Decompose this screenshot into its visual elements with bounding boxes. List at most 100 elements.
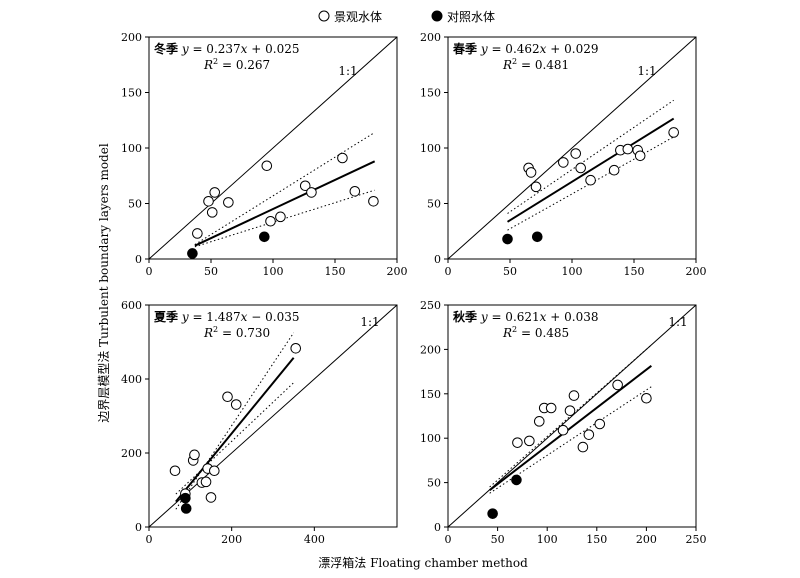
landscape-point (583, 429, 595, 440)
r2-symbol: R (502, 326, 512, 340)
eq-intercept: + 0.038 (546, 310, 598, 324)
x-tick-label: 200 (636, 533, 657, 546)
y-tick-label: 100 (420, 432, 441, 445)
r-squared-text: R2 = 0.485 (502, 325, 569, 340)
landscape-point (290, 342, 302, 354)
landscape-point (169, 465, 181, 477)
landscape-point (558, 157, 569, 168)
eq-slope: = 0.462 (488, 42, 540, 56)
r2-superscript: 2 (213, 57, 218, 66)
eq-slope: = 0.621 (488, 310, 540, 324)
control-point (180, 503, 192, 514)
landscape-point (205, 492, 217, 503)
landscape-point (525, 167, 537, 178)
landscape-point (622, 143, 634, 155)
y-tick-label: 50 (128, 198, 142, 211)
control-point (259, 231, 270, 243)
one-to-one-label: 1:1 (338, 64, 357, 78)
legend-label-control: 对照水体 (447, 10, 495, 24)
landscape-point (564, 405, 576, 416)
panel-summer: 0 200 400 0 200 400 600 1:1 夏季 y = 1.487x − 0.03… (121, 299, 398, 546)
eq-x: x (241, 310, 248, 324)
r2-value: = 0.481 (517, 58, 569, 72)
y-tick-label: 0 (434, 521, 441, 534)
landscape-point (223, 197, 234, 208)
landscape-point (568, 390, 580, 401)
eq-x: x (540, 42, 547, 56)
eq-y: y (181, 42, 189, 56)
x-tick-label: 150 (586, 533, 607, 546)
landscape-point (206, 207, 218, 218)
legend: 景观水体 对照水体 (318, 10, 495, 24)
control-point (502, 233, 513, 245)
plot-frame (148, 304, 398, 528)
y-axis-title: 边界层模型法 Turbulent boundary layers model (97, 143, 111, 422)
x-tick-label: 150 (325, 265, 346, 278)
one-to-one-line (148, 304, 398, 528)
panel-autumn: 0 50 100 150 200 250 0 50 100 150 200 250 1:1 秋季 y = … (420, 299, 707, 546)
landscape-point (275, 211, 286, 223)
eq-slope: = 0.237 (189, 42, 241, 56)
x-tick-label: 250 (686, 533, 707, 546)
x-tick-label: 50 (503, 265, 517, 278)
legend-marker-open (318, 10, 330, 22)
regression-fit-line (489, 365, 652, 491)
x-tick-label: 50 (491, 533, 505, 546)
y-tick-label: 0 (135, 521, 142, 534)
confidence-upper-line (507, 99, 674, 214)
season-label: 秋季 (453, 309, 478, 324)
y-tick-label: 100 (121, 142, 142, 155)
y-tick-label: 150 (121, 87, 142, 100)
confidence-lower-line (194, 189, 375, 248)
landscape-point (306, 187, 317, 198)
landscape-point (533, 416, 545, 427)
landscape-point (608, 164, 620, 176)
confidence-upper-line (175, 332, 295, 510)
r2-symbol: R (502, 58, 512, 72)
confidence-upper-line (194, 132, 375, 245)
equation-text: 夏季 y = 1.487x − 0.035 (154, 309, 300, 324)
landscape-point (200, 476, 212, 488)
y-tick-label: 600 (121, 299, 142, 312)
landscape-point (222, 391, 233, 403)
y-tick-label: 200 (420, 343, 441, 356)
y-tick-label: 0 (135, 253, 142, 266)
eq-y: y (181, 310, 189, 324)
x-tick-label: 0 (445, 265, 452, 278)
landscape-point (189, 449, 200, 461)
landscape-point (570, 148, 582, 159)
y-tick-label: 400 (121, 373, 142, 386)
r-squared-text: R2 = 0.481 (502, 57, 569, 72)
control-point (487, 508, 498, 519)
season-label: 春季 (452, 41, 478, 56)
y-tick-label: 200 (121, 31, 142, 44)
landscape-point (585, 174, 596, 186)
y-tick-label: 200 (121, 447, 142, 460)
x-tick-label: 100 (537, 533, 558, 546)
x-tick-label: 200 (221, 533, 242, 546)
r2-value: = 0.485 (517, 326, 569, 340)
one-to-one-line (148, 36, 398, 260)
regression-fit-line (506, 117, 675, 223)
x-tick-label: 400 (304, 533, 325, 546)
landscape-point (575, 162, 586, 174)
eq-intercept: + 0.029 (546, 42, 598, 56)
one-to-one-line (447, 304, 697, 528)
equation-text: 冬季 y = 0.237x + 0.025 (154, 41, 300, 56)
y-tick-label: 250 (420, 299, 441, 312)
equation-text: 春季 y = 0.462x + 0.029 (452, 41, 599, 56)
eq-intercept: − 0.035 (247, 310, 299, 324)
one-to-one-line (447, 36, 697, 260)
landscape-point (192, 228, 203, 239)
x-tick-label: 0 (445, 533, 452, 546)
panel-winter: 0 50 100 150 200 0 50 100 150 200 1:1 冬季 y = 0.237x… (121, 31, 408, 278)
y-tick-label: 50 (427, 198, 441, 211)
r2-value: = 0.267 (218, 58, 270, 72)
landscape-point (349, 185, 361, 197)
landscape-point (612, 379, 623, 391)
r2-superscript: 2 (512, 325, 517, 334)
one-to-one-label: 1:1 (360, 315, 379, 329)
landscape-point (557, 424, 569, 436)
one-to-one-label: 1:1 (637, 64, 656, 78)
